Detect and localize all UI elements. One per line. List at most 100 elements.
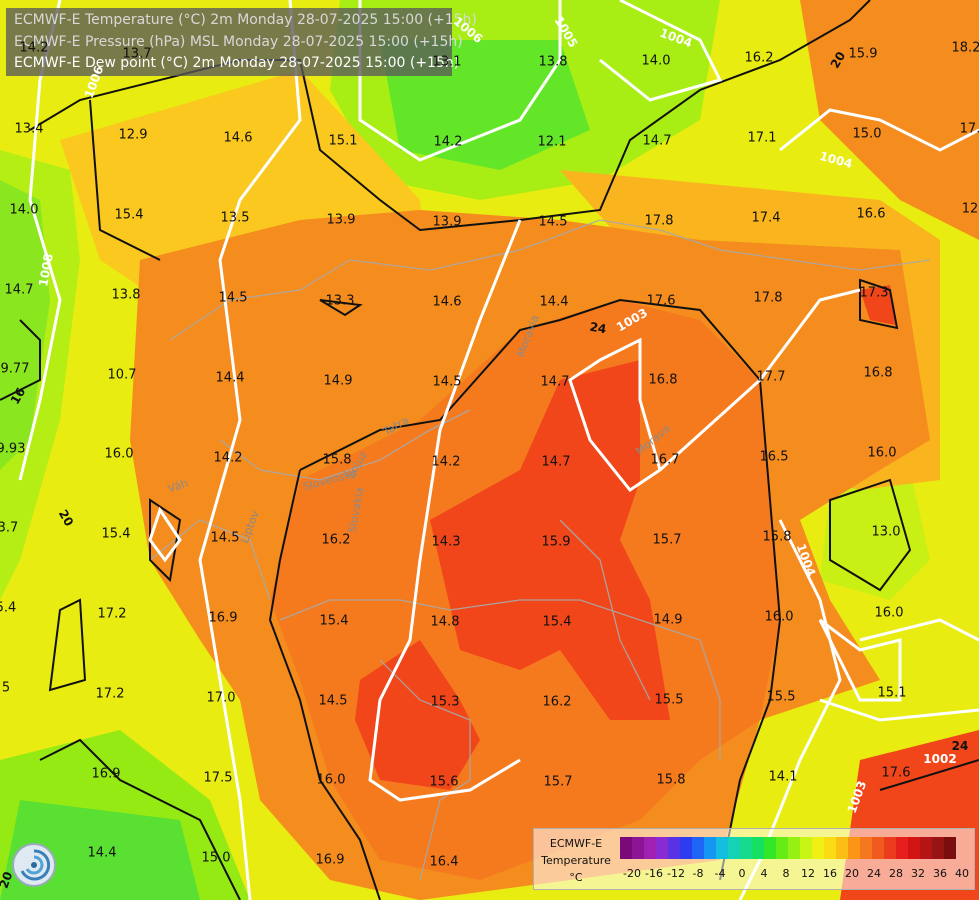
dewpoint-value: 15.6: [429, 774, 459, 790]
dewpoint-value: 14.5: [210, 530, 240, 546]
dewpoint-value: 14.9: [323, 373, 353, 389]
dewpoint-value: 16.8: [648, 372, 678, 388]
dewpoint-value: 14.8: [430, 614, 460, 630]
legend-tick-label: 32: [911, 867, 925, 880]
legend-tick-label: 36: [933, 867, 947, 880]
dewpoint-value: 16.8: [863, 365, 893, 381]
legend-tick-label: -16: [645, 867, 663, 880]
dewpoint-value: 15.4: [101, 526, 131, 542]
dewpoint-value: 17.7: [756, 369, 786, 385]
dewpoint-value: 14.3: [431, 534, 461, 550]
header-pressure-line: ECMWF-E Pressure (hPa) MSL Monday 28-07-…: [14, 34, 463, 50]
legend-swatch: [740, 837, 752, 859]
dewpoint-value: 9.93: [0, 441, 26, 457]
legend-swatch: [860, 837, 872, 859]
legend-swatch: [764, 837, 776, 859]
isotherm-label: 24: [588, 319, 608, 337]
legend-tick-label: 28: [889, 867, 903, 880]
dewpoint-value: 16.2: [542, 694, 572, 710]
legend-tick-label: 4: [760, 867, 768, 880]
field-hot-core: [430, 360, 670, 720]
legend-tick-label: -20: [623, 867, 641, 880]
legend-swatch: [932, 837, 944, 859]
dewpoint-value: 14.5: [432, 374, 462, 390]
color-legend: ECMWF-E Temperature °C -20 -16 -12 -8 -4 0 4 8 1…: [533, 828, 975, 890]
field-warm-ne: [800, 0, 979, 240]
legend-swatch: [836, 837, 848, 859]
dewpoint-value: 13.9: [432, 214, 462, 230]
legend-swatch: [848, 837, 860, 859]
dewpoint-value: 15.4: [319, 613, 349, 629]
legend-swatch: [704, 837, 716, 859]
legend-swatch: [788, 837, 800, 859]
dewpoint-value: 15.1: [328, 133, 358, 149]
legend-tick-label: 8: [782, 867, 790, 880]
dewpoint-value: 16.9: [91, 766, 121, 782]
dewpoint-value: 10.7: [107, 367, 137, 383]
dewpoint-value: 16.5: [759, 449, 789, 465]
header-dewpoint-line: ECMWF-E Dew point (°C) 2m Monday 28-07-2…: [14, 55, 460, 71]
dewpoint-value: 16.2: [321, 532, 351, 548]
legend-swatch: [716, 837, 728, 859]
isotherm-label: 24: [951, 739, 969, 753]
dewpoint-value: 15.4: [542, 614, 572, 630]
dewpoint-value: 12.9: [118, 127, 148, 143]
dewpoint-value: 16.0: [867, 445, 897, 461]
legend-swatch: [728, 837, 740, 859]
dewpoint-value: 18.2: [951, 40, 979, 56]
legend-swatch: [752, 837, 764, 859]
provider-logo: [12, 843, 56, 887]
legend-tick-label: -12: [667, 867, 685, 880]
dewpoint-value: 17.5: [203, 770, 233, 786]
dewpoint-value: 13.9: [326, 212, 356, 228]
legend-tick-label: 0: [738, 867, 746, 880]
dewpoint-value: 15.8: [322, 452, 352, 468]
dewpoint-value: 17.0: [206, 690, 236, 706]
dewpoint-value: 15.5: [766, 689, 796, 705]
dewpoint-value: 15.7: [543, 774, 573, 790]
borders: [149, 219, 931, 881]
dewpoint-value: 15.7: [652, 532, 682, 548]
legend-swatch: [668, 837, 680, 859]
dewpoint-value: 14.2: [213, 450, 243, 466]
legend-swatch: [644, 837, 656, 859]
dewpoint-value: 14.2: [431, 454, 461, 470]
legend-tick-label: 40: [955, 867, 969, 880]
dewpoint-value: 16.9: [315, 852, 345, 868]
legend-title-variable: Temperature: [541, 854, 611, 867]
dewpoint-value: 14.2: [433, 134, 463, 150]
legend-tick-label: 20: [845, 867, 859, 880]
dewpoint-value: 15.0: [852, 126, 882, 142]
dewpoint-value: 5.4: [0, 600, 17, 616]
header-panel: ECMWF-E Temperature (°C) 2m Monday 28-07…: [6, 8, 477, 76]
legend-swatch: [632, 837, 644, 859]
dewpoint-value: 14.7: [540, 374, 570, 390]
dewpoint-value: 16.0: [104, 446, 134, 462]
dewpoint-value: 14.5: [318, 693, 348, 709]
dewpoint-value: 9.77: [0, 361, 30, 377]
dewpoint-value: 14.5: [538, 214, 568, 230]
dewpoint-value: 16.0: [764, 609, 794, 625]
dewpoint-value: 15.9: [541, 534, 571, 550]
dewpoint-value: 12.1: [537, 134, 567, 150]
dewpoint-value: 5: [1, 680, 11, 696]
dewpoint-value: 16.6: [856, 206, 886, 222]
dewpoint-value: 15.5: [654, 692, 684, 708]
legend-tick-label: 16: [823, 867, 837, 880]
dewpoint-value: 3.7: [0, 520, 19, 536]
field-hot-spot: [860, 285, 895, 325]
dewpoint-value: 17.2: [97, 606, 127, 622]
legend-tick-label: -8: [692, 867, 704, 880]
dewpoint-value: 14.6: [432, 294, 462, 310]
dewpoint-value: 13.0: [871, 524, 901, 540]
legend-tick-label: -4: [714, 867, 726, 880]
legend-swatch: [620, 837, 632, 859]
dewpoint-value: 17.2: [95, 686, 125, 702]
dewpoint-value: 14.4: [87, 845, 117, 861]
field-hot-sw: [355, 640, 480, 790]
dewpoint-value: 16.9: [208, 610, 238, 626]
dewpoint-value: 15.0: [201, 850, 231, 866]
legend-swatch: [896, 837, 908, 859]
